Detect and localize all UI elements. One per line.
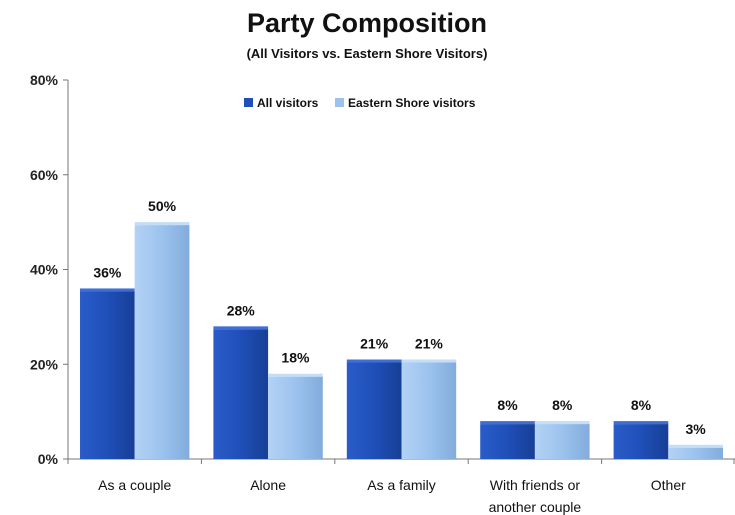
bar-eastern-shore-3 <box>534 424 590 459</box>
y-tick-label: 0% <box>38 451 59 467</box>
x-category-label: With friends or <box>490 477 581 493</box>
data-label: 8% <box>631 397 652 413</box>
data-label: 36% <box>93 264 122 280</box>
x-category-label: As a family <box>367 477 435 493</box>
y-tick-label: 60% <box>30 167 59 183</box>
x-axis: As a couple Alone As a family With friends … <box>67 458 735 515</box>
bar-top-1-2 <box>401 359 457 363</box>
data-label: 18% <box>281 350 310 366</box>
data-label: 21% <box>360 336 389 352</box>
data-label: 8% <box>552 397 573 413</box>
chart-title: Party Composition <box>247 8 487 38</box>
bar-eastern-shore-2 <box>401 362 457 459</box>
bar-top-1-4 <box>668 444 723 448</box>
data-label: 3% <box>686 421 707 437</box>
bar-all-visitors-1 <box>213 329 269 459</box>
legend-label-1: Eastern Shore visitors <box>348 96 476 110</box>
bar-eastern-shore-1 <box>268 376 323 459</box>
bar-top-0-1 <box>213 326 269 330</box>
bar-top-0-0 <box>80 288 135 292</box>
legend: All visitors Eastern Shore visitors <box>244 96 476 110</box>
y-tick-label: 20% <box>30 356 59 372</box>
x-category-label: As a couple <box>98 477 171 493</box>
x-category-label: Other <box>651 477 686 493</box>
bars <box>80 222 723 459</box>
data-labels: 36% 28% 21% 8% 8% 50% 18% 21% 8% 3% <box>93 198 706 437</box>
y-axis: 0% 20% 40% 60% 80% <box>30 72 69 467</box>
bar-eastern-shore-4 <box>668 447 723 459</box>
bar-all-visitors-4 <box>613 424 669 459</box>
legend-swatch-0 <box>244 98 253 107</box>
bar-all-visitors-0 <box>80 291 135 459</box>
y-tick-label: 40% <box>30 262 59 278</box>
x-category-label: Alone <box>250 477 286 493</box>
x-category-label: another couple <box>489 499 582 515</box>
bar-top-1-1 <box>268 373 323 377</box>
bar-top-1-3 <box>534 421 590 425</box>
bar-top-0-3 <box>480 421 535 425</box>
data-label: 28% <box>227 302 256 318</box>
legend-swatch-1 <box>335 98 344 107</box>
bar-all-visitors-3 <box>480 424 535 459</box>
data-label: 21% <box>415 336 444 352</box>
data-label: 50% <box>148 198 177 214</box>
chart-subtitle: (All Visitors vs. Eastern Shore Visitors… <box>247 46 488 61</box>
legend-label-0: All visitors <box>257 96 319 110</box>
data-label: 8% <box>497 397 518 413</box>
bar-all-visitors-2 <box>346 362 402 459</box>
bar-top-0-4 <box>613 421 669 425</box>
bar-top-0-2 <box>346 359 402 363</box>
bar-eastern-shore-0 <box>134 225 190 459</box>
y-tick-label: 80% <box>30 72 59 88</box>
bar-top-1-0 <box>134 222 190 226</box>
